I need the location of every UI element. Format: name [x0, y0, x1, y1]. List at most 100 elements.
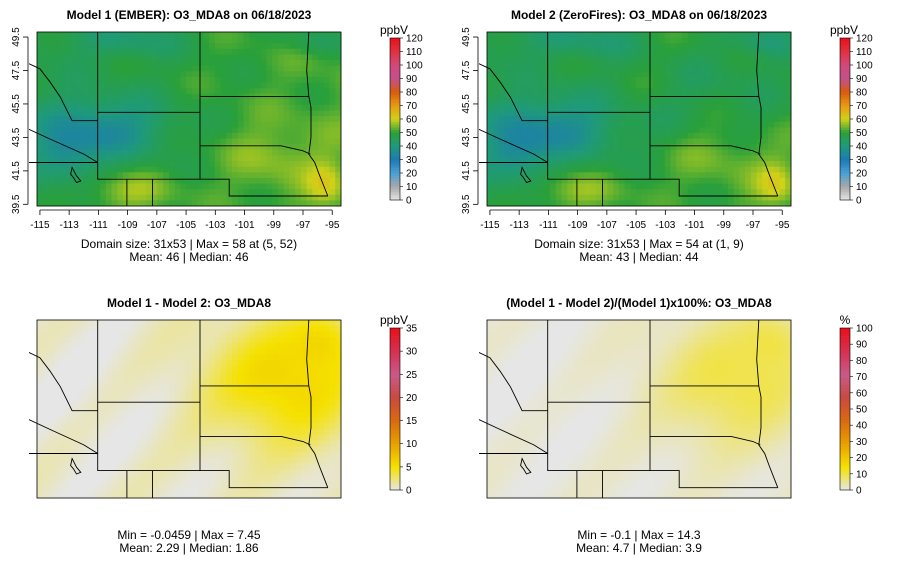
heatmap-cell [266, 417, 273, 424]
heatmap-cell [157, 423, 164, 430]
heatmap-cell [504, 133, 511, 140]
heatmap-cell [203, 194, 210, 201]
heatmap-cell [289, 116, 296, 123]
heatmap-cell [538, 54, 545, 61]
heatmap-cell [624, 110, 631, 117]
heatmap-cell [487, 127, 494, 134]
heatmap-cell [521, 200, 528, 207]
heatmap-cell [77, 463, 84, 470]
heatmap-cell [151, 93, 158, 100]
heatmap-cell [601, 183, 608, 190]
heatmap-cell [117, 76, 124, 83]
heatmap-cell [197, 110, 204, 117]
heatmap-cell [487, 121, 494, 128]
heatmap-cell [487, 37, 494, 44]
heatmap-cell [191, 37, 199, 44]
heatmap-cell [197, 337, 204, 344]
heatmap-cell [59, 65, 67, 72]
heatmap-cell [168, 32, 176, 39]
heatmap-cell [100, 325, 107, 332]
heatmap-cells [487, 32, 792, 207]
heatmap-cell [88, 394, 95, 401]
x-tick-label: -115 [30, 220, 50, 231]
heatmap-cell [151, 32, 158, 39]
heatmap-cell [756, 166, 763, 173]
heatmap-cell [54, 82, 61, 89]
colorbar-swatch [840, 54, 850, 58]
heatmap-cell [335, 172, 342, 179]
heatmap-cell [670, 166, 677, 173]
heatmap-cell [232, 371, 239, 378]
heatmap-cell [618, 194, 626, 201]
heatmap-cell [65, 417, 72, 424]
colorbar-swatch [840, 46, 850, 50]
heatmap-cell [487, 99, 494, 106]
heatmap-cell [254, 325, 262, 332]
heatmap-cell [197, 417, 204, 424]
heatmap-cell [71, 133, 78, 140]
heatmap-cell [550, 172, 557, 179]
heatmap-cell [532, 104, 540, 111]
heatmap-cell [318, 348, 325, 355]
heatmap-cell [123, 383, 130, 390]
heatmap-cell [197, 371, 204, 378]
heatmap-cell [88, 388, 95, 396]
heatmap-cell [260, 32, 267, 39]
heatmap-cell [773, 54, 780, 61]
heatmap-cell [48, 394, 55, 401]
heatmap-cell [266, 337, 273, 344]
heatmap-cell [260, 71, 267, 78]
heatmap-cell [191, 76, 199, 83]
heatmap-cell [323, 200, 330, 207]
heatmap-cell [693, 189, 700, 196]
heatmap-cell [722, 71, 729, 78]
heatmap-cell [607, 144, 614, 151]
heatmap-cell [636, 138, 643, 145]
heatmap-cell [117, 127, 124, 134]
heatmap-cell [260, 400, 267, 407]
heatmap-cell [237, 133, 244, 140]
heatmap-cell [163, 76, 170, 83]
heatmap-cell [653, 32, 660, 39]
heatmap-cell [544, 189, 551, 196]
heatmap-cell [260, 388, 267, 396]
heatmap-cell [277, 32, 285, 39]
heatmap-cell [77, 32, 84, 39]
heatmap-cell [42, 54, 49, 61]
heatmap-cell [151, 71, 158, 78]
heatmap-cell [687, 161, 694, 168]
heatmap-cell [532, 48, 540, 55]
heatmap-cell [197, 331, 204, 338]
heatmap-cell [180, 166, 187, 173]
heatmap-cell [168, 406, 176, 413]
heatmap-cell [157, 365, 164, 373]
heatmap-cell [134, 452, 141, 459]
heatmap-cell [664, 99, 671, 106]
heatmap-cell [209, 325, 216, 332]
heatmap-cell [295, 37, 302, 44]
heatmap-cell [555, 155, 562, 162]
heatmap-cell [163, 93, 170, 100]
heatmap-cell [329, 411, 336, 419]
heatmap-cell [191, 383, 199, 390]
heatmap-cell [699, 60, 706, 67]
y-axis: 39.541.543.545.547.549.5 [11, 27, 29, 214]
heatmap-cell [197, 446, 204, 453]
heatmap-cell [641, 161, 649, 168]
heatmap-cell [699, 32, 706, 39]
heatmap-cell [42, 429, 49, 436]
heatmap-cell [197, 37, 204, 44]
heatmap-cell [509, 155, 517, 162]
heatmap-cell [186, 110, 193, 117]
heatmap-cell [756, 110, 763, 117]
heatmap-cell [186, 194, 193, 201]
heatmap-cell [283, 452, 290, 459]
heatmap-cell [100, 194, 107, 201]
heatmap-cell [191, 200, 199, 207]
heatmap-cell [174, 348, 181, 355]
heatmap-cell [550, 88, 557, 95]
heatmap-cell [163, 411, 170, 419]
heatmap-cell [779, 60, 786, 67]
heatmap-cell [237, 37, 244, 44]
heatmap-cell [237, 394, 244, 401]
